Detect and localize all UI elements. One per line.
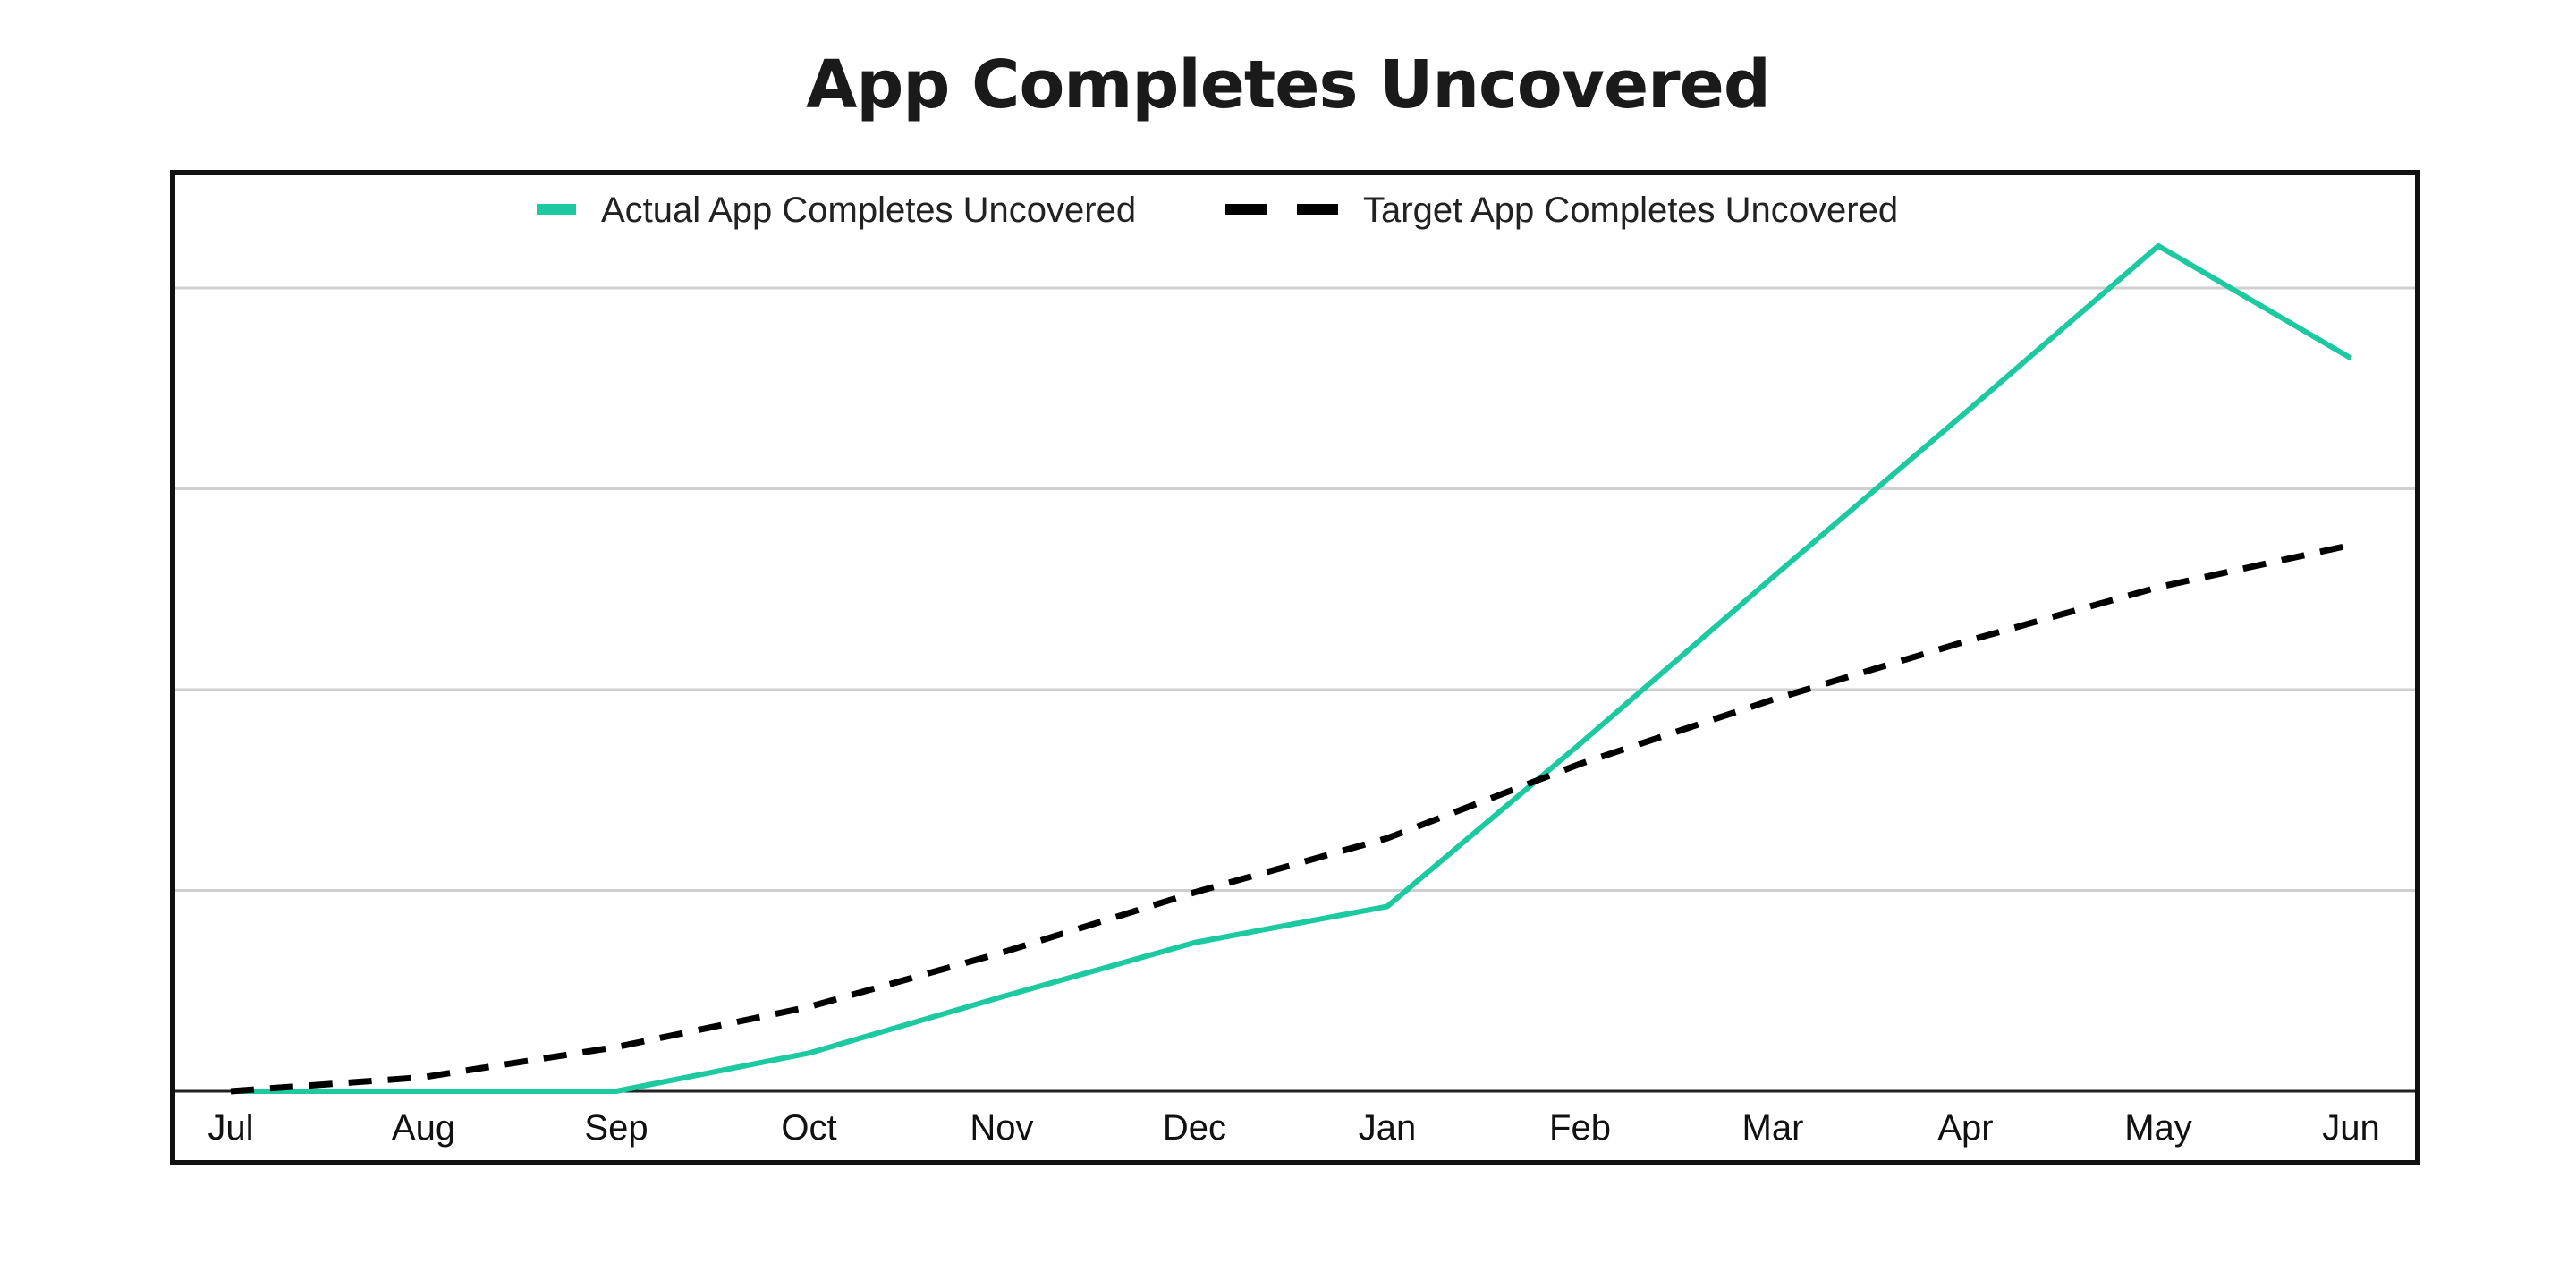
x-tick-label: Apr xyxy=(1937,1108,1993,1148)
x-tick-label: Mar xyxy=(1742,1108,1804,1148)
x-tick-label: Jun xyxy=(2322,1108,2380,1148)
x-tick-label: Jul xyxy=(208,1108,253,1148)
x-tick-label: Feb xyxy=(1549,1108,1611,1148)
chart-title: App Completes Uncovered xyxy=(806,47,1771,123)
chart-frame xyxy=(170,170,2420,1165)
series-line-target xyxy=(230,541,2352,1095)
x-tick-label: Jan xyxy=(1359,1108,1417,1148)
x-tick-label: Nov xyxy=(970,1108,1033,1148)
x-tick-label: Dec xyxy=(1163,1108,1226,1148)
x-tick-label: May xyxy=(2124,1108,2192,1148)
legend-label: Actual App Completes Uncovered xyxy=(601,191,1136,230)
series-line-actual xyxy=(231,242,2353,1094)
x-tick-label: Aug xyxy=(392,1108,455,1148)
x-tick-label: Sep xyxy=(584,1108,648,1148)
legend-label: Target App Completes Uncovered xyxy=(1363,191,1898,230)
x-tick-label: Oct xyxy=(781,1108,836,1148)
